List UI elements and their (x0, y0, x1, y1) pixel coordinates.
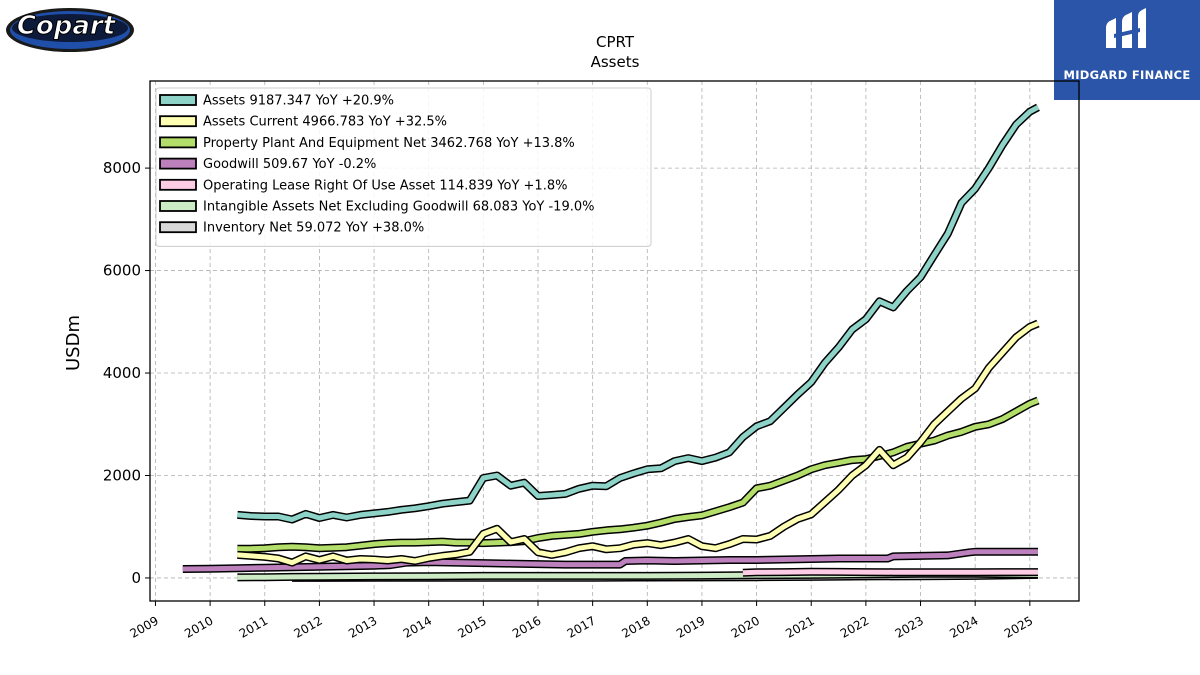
series-line (237, 398, 1039, 552)
legend-label: Intangible Assets Net Excluding Goodwill… (203, 200, 594, 215)
legend-label: Assets Current 4966.783 YoY +32.5% (203, 115, 447, 130)
x-tick-label: 2018 (619, 613, 652, 640)
y-tick-label: 6000 (103, 262, 141, 280)
midgard-emblem-icon (1106, 8, 1146, 48)
y-tick-label: 4000 (103, 364, 141, 382)
x-tick-label: 2012 (291, 613, 324, 640)
y-axis-label: USDm (63, 315, 84, 371)
legend-label: Inventory Net 59.072 YoY +38.0% (203, 221, 424, 236)
chart-subtitle: Assets (591, 53, 640, 71)
x-tick-label: 2022 (838, 613, 871, 640)
x-tick-label: 2021 (783, 613, 816, 640)
midgard-finance-logo: MIDGARD FINANCE (1054, 0, 1200, 100)
series-assets (237, 103, 1040, 524)
x-tick-label: 2019 (674, 613, 707, 640)
series-line (237, 105, 1040, 522)
plot-frame (149, 80, 1080, 602)
x-tick-label: 2011 (237, 613, 270, 640)
x-axis-ticks: 2009 2010 2011 2012 2013 2014 2015 2016 2017 2018… (128, 601, 1035, 641)
legend-swatch (159, 157, 197, 170)
x-tick-label: 2017 (565, 613, 598, 640)
x-tick-label: 2015 (455, 613, 488, 640)
legend-label: Operating Lease Right Of Use Asset 114.8… (203, 178, 567, 193)
chart-title: CPRT (596, 33, 635, 51)
series-operating-lease-right-of-use-asset (742, 567, 1038, 577)
series-goodwill (182, 547, 1038, 573)
series-assets-current (237, 319, 1040, 567)
legend-swatch (159, 178, 197, 191)
x-tick-label: 2020 (729, 613, 762, 640)
x-tick-label: 2010 (182, 613, 215, 640)
y-tick-label: 2000 (103, 466, 141, 484)
copart-logo-text: Copart (17, 11, 117, 41)
y-tick-label: 8000 (103, 159, 141, 177)
legend-label: Goodwill 509.67 YoY -0.2% (203, 157, 376, 172)
y-axis-ticks: 0 2000 4000 6000 8000 (103, 159, 150, 587)
series-line (182, 549, 1038, 572)
series-lines (182, 103, 1040, 582)
midgard-finance-text: MIDGARD FINANCE (1063, 68, 1191, 82)
series-property-plant-and-equipment-net (237, 396, 1040, 553)
x-tick-label: 2013 (346, 613, 379, 640)
legend-label: Property Plant And Equipment Net 3462.76… (203, 136, 575, 151)
legend-swatch (159, 94, 197, 106)
copart-logo: Copart (6, 8, 134, 52)
x-tick-label: 2023 (893, 613, 926, 640)
legend: Assets 9187.347 YoY +20.9% Assets Current… (155, 87, 652, 247)
x-tick-label: 2009 (128, 613, 161, 640)
x-tick-label: 2014 (401, 613, 434, 640)
legend-swatch (159, 221, 197, 234)
legend-label: Assets 9187.347 YoY +20.9% (203, 94, 394, 109)
legend-swatch (159, 136, 197, 149)
x-tick-label: 2016 (510, 613, 543, 640)
legend-swatch (159, 200, 197, 212)
x-tick-label: 2024 (947, 613, 980, 640)
legend-box (155, 87, 652, 247)
x-tick-label: 2025 (1002, 613, 1035, 640)
series-line (237, 321, 1039, 566)
legend-swatch (159, 115, 197, 128)
y-tick-label: 0 (131, 569, 141, 587)
series-line (742, 569, 1038, 576)
